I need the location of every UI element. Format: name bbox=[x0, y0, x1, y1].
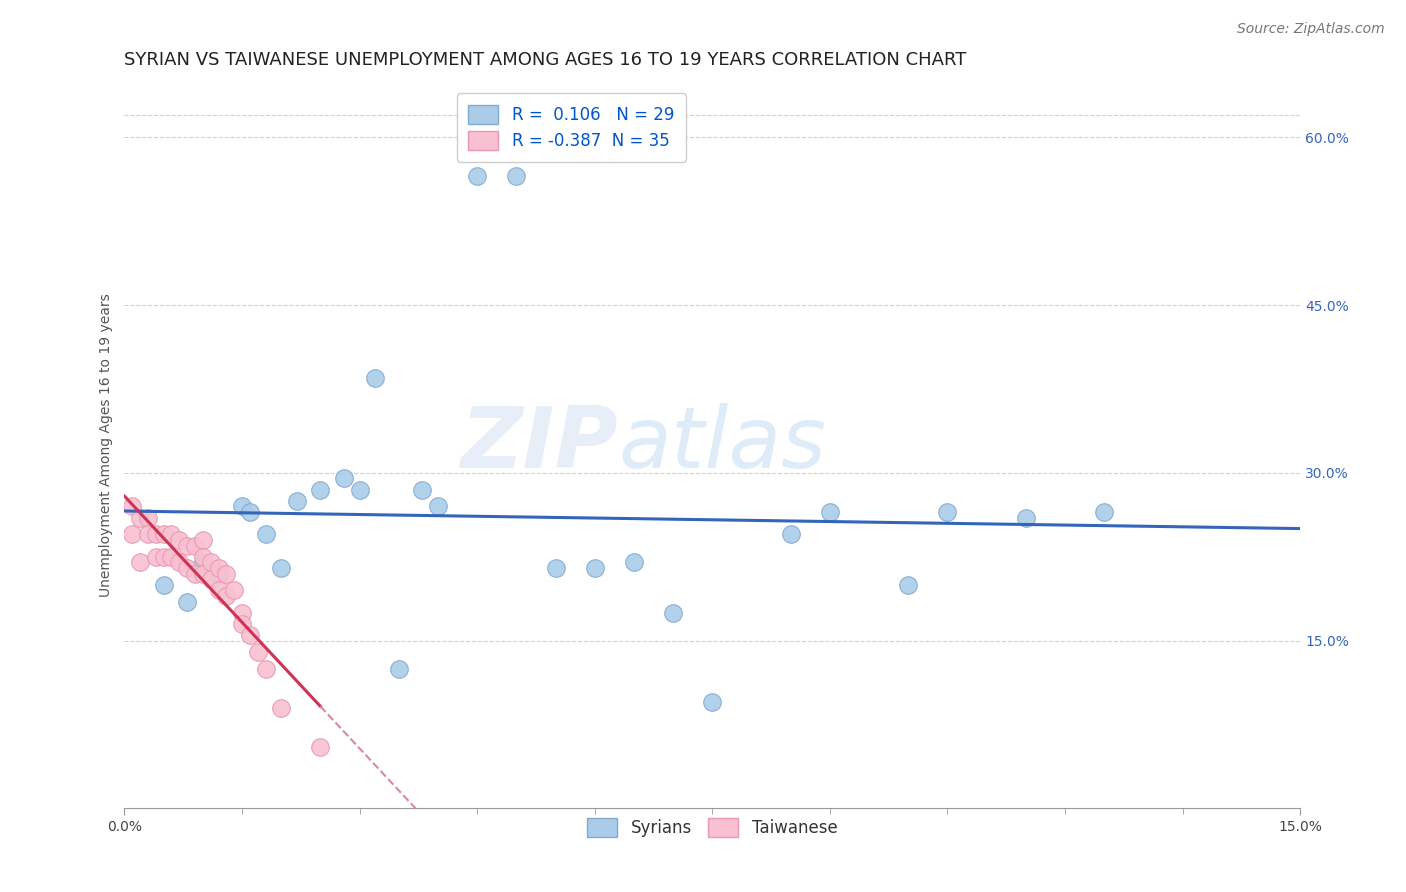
Point bbox=[231, 606, 253, 620]
Point bbox=[207, 583, 229, 598]
Point bbox=[176, 594, 198, 608]
Point bbox=[169, 555, 191, 569]
Point bbox=[136, 527, 159, 541]
Point bbox=[215, 566, 238, 581]
Point bbox=[129, 555, 152, 569]
Point bbox=[1092, 505, 1115, 519]
Point bbox=[254, 527, 277, 541]
Point bbox=[191, 549, 214, 564]
Point bbox=[623, 555, 645, 569]
Point bbox=[215, 589, 238, 603]
Point bbox=[200, 572, 222, 586]
Text: Source: ZipAtlas.com: Source: ZipAtlas.com bbox=[1237, 22, 1385, 37]
Point bbox=[465, 169, 488, 184]
Point bbox=[231, 616, 253, 631]
Point bbox=[309, 483, 332, 497]
Point bbox=[285, 493, 308, 508]
Point bbox=[152, 549, 174, 564]
Text: SYRIAN VS TAIWANESE UNEMPLOYMENT AMONG AGES 16 TO 19 YEARS CORRELATION CHART: SYRIAN VS TAIWANESE UNEMPLOYMENT AMONG A… bbox=[125, 51, 967, 69]
Point bbox=[145, 549, 167, 564]
Point bbox=[388, 662, 411, 676]
Point bbox=[1015, 510, 1038, 524]
Point bbox=[349, 483, 371, 497]
Point bbox=[936, 505, 959, 519]
Point bbox=[309, 739, 332, 754]
Point bbox=[169, 533, 191, 547]
Point bbox=[184, 539, 207, 553]
Point bbox=[364, 371, 387, 385]
Point bbox=[152, 578, 174, 592]
Point bbox=[121, 527, 143, 541]
Point bbox=[160, 549, 183, 564]
Point bbox=[239, 505, 262, 519]
Point bbox=[191, 566, 214, 581]
Point bbox=[246, 645, 269, 659]
Point bbox=[191, 533, 214, 547]
Point bbox=[662, 606, 685, 620]
Point bbox=[200, 555, 222, 569]
Point bbox=[239, 628, 262, 642]
Point bbox=[176, 539, 198, 553]
Point bbox=[176, 561, 198, 575]
Point bbox=[136, 510, 159, 524]
Point bbox=[184, 566, 207, 581]
Point bbox=[897, 578, 920, 592]
Text: atlas: atlas bbox=[619, 403, 827, 486]
Point bbox=[160, 527, 183, 541]
Point bbox=[702, 695, 724, 709]
Point bbox=[207, 561, 229, 575]
Y-axis label: Unemployment Among Ages 16 to 19 years: Unemployment Among Ages 16 to 19 years bbox=[100, 293, 114, 597]
Point bbox=[191, 555, 214, 569]
Point bbox=[207, 566, 229, 581]
Point bbox=[231, 500, 253, 514]
Point bbox=[333, 471, 356, 485]
Point bbox=[254, 662, 277, 676]
Point bbox=[411, 483, 433, 497]
Legend: Syrians, Taiwanese: Syrians, Taiwanese bbox=[581, 811, 844, 844]
Point bbox=[224, 583, 246, 598]
Point bbox=[152, 527, 174, 541]
Point bbox=[583, 561, 606, 575]
Point bbox=[779, 527, 801, 541]
Point bbox=[270, 700, 292, 714]
Point bbox=[544, 561, 567, 575]
Point bbox=[426, 500, 449, 514]
Point bbox=[505, 169, 527, 184]
Point bbox=[129, 510, 152, 524]
Point bbox=[270, 561, 292, 575]
Text: ZIP: ZIP bbox=[461, 403, 619, 486]
Point bbox=[145, 527, 167, 541]
Point bbox=[121, 500, 143, 514]
Point bbox=[818, 505, 841, 519]
